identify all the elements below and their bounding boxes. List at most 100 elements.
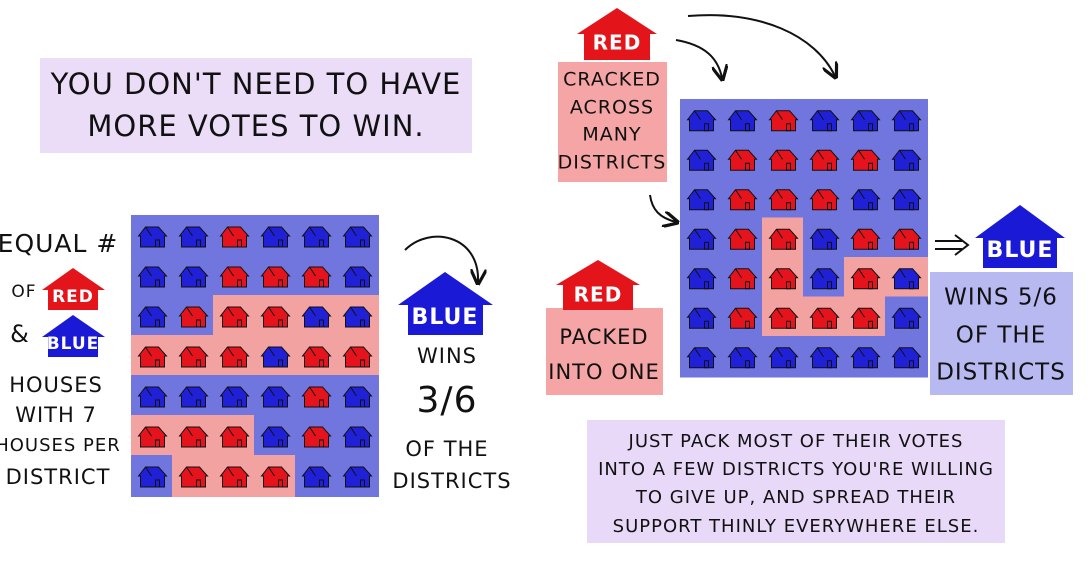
caption-line: INTO A FEW DISTRICTS YOU'RE WILLING [598, 459, 994, 480]
house-roof-line [776, 347, 783, 358]
house-door [745, 241, 750, 250]
house-door [319, 359, 324, 368]
cracked-text: MANY [582, 124, 641, 146]
title-box [40, 58, 472, 153]
house-door [909, 241, 914, 250]
house-roof-line [268, 266, 275, 277]
house-roof-line [899, 189, 906, 200]
house-roof-line [186, 266, 193, 277]
house-door [278, 399, 283, 408]
house-roof-line [776, 307, 783, 318]
house-roof-line [694, 307, 701, 318]
house-door [278, 479, 283, 488]
house-roof-line [735, 110, 742, 121]
house-door [909, 123, 914, 132]
house-door [868, 241, 873, 250]
house-roof-line [309, 226, 316, 237]
house-door [786, 241, 791, 250]
red-badge [42, 268, 105, 310]
house-door [278, 279, 283, 288]
house-door [868, 281, 873, 290]
house-door [319, 479, 324, 488]
legend-text: OF [11, 282, 36, 302]
house-roof-line [858, 189, 865, 200]
badge-label: RED [593, 31, 642, 55]
house-roof-line [268, 466, 275, 477]
house-door [704, 360, 709, 369]
cracked-text: DISTRICTS [558, 152, 667, 174]
house-roof-line [227, 226, 234, 237]
result-box [930, 272, 1073, 395]
house-roof-line [309, 306, 316, 317]
house-door [360, 279, 365, 288]
house-door [745, 123, 750, 132]
house-roof-line [309, 346, 316, 357]
house-door [237, 359, 242, 368]
house-roof-line [268, 386, 275, 397]
house-door [278, 439, 283, 448]
house-roof-line [145, 306, 152, 317]
blue-badge [975, 205, 1065, 268]
district-grids [131, 99, 928, 497]
house-door [155, 479, 160, 488]
house-roof-line [735, 268, 742, 279]
house-roof-line [858, 307, 865, 318]
house-door [360, 239, 365, 248]
arrow [649, 194, 676, 222]
house-roof-line [817, 228, 824, 239]
house-roof-line [899, 268, 906, 279]
house-roof-line [776, 228, 783, 239]
house-door [745, 360, 750, 369]
house-roof-line [309, 266, 316, 277]
result-text: OF THE [405, 437, 488, 461]
badge-label: BLUE [47, 334, 100, 354]
legend-text: & [10, 320, 30, 348]
house-roof-line [145, 346, 152, 357]
house-roof-line [817, 268, 824, 279]
house-door [278, 239, 283, 248]
badge-label: BLUE [412, 305, 479, 330]
house-roof-line [694, 268, 701, 279]
house-door [704, 123, 709, 132]
house-roof-line [145, 226, 152, 237]
house-roof-line [309, 386, 316, 397]
house-door [786, 281, 791, 290]
house-roof-line [899, 307, 906, 318]
house-door [745, 320, 750, 329]
house-door [868, 162, 873, 171]
house-roof-line [227, 266, 234, 277]
house-roof-line [735, 228, 742, 239]
red-badge [577, 8, 657, 60]
house-door [704, 320, 709, 329]
house-roof-line [268, 426, 275, 437]
house-door [237, 439, 242, 448]
caption-line: TO GIVE UP, AND SPREAD THEIR [635, 487, 956, 508]
house-roof-line [268, 306, 275, 317]
house-door [909, 320, 914, 329]
house-roof-line [186, 306, 193, 317]
house-roof-line [694, 228, 701, 239]
house-roof-line [186, 346, 193, 357]
house-roof-line [858, 228, 865, 239]
house-roof-line [350, 466, 357, 477]
house-door [196, 279, 201, 288]
house-roof-line [350, 386, 357, 397]
house-roof-line [899, 347, 906, 358]
house-door [704, 281, 709, 290]
house-door [155, 359, 160, 368]
house-roof-line [268, 226, 275, 237]
house-roof-line [186, 226, 193, 237]
house-roof-line [350, 306, 357, 317]
house-door [827, 360, 832, 369]
house-door [909, 360, 914, 369]
packed-text: INTO ONE [548, 360, 659, 384]
house-roof-line [776, 268, 783, 279]
house-roof-line [227, 466, 234, 477]
house-roof-line [899, 110, 906, 121]
house-roof-line [899, 149, 906, 160]
house-door [196, 359, 201, 368]
house-roof-line [776, 149, 783, 160]
house-roof-line [227, 306, 234, 317]
house-door [196, 319, 201, 328]
